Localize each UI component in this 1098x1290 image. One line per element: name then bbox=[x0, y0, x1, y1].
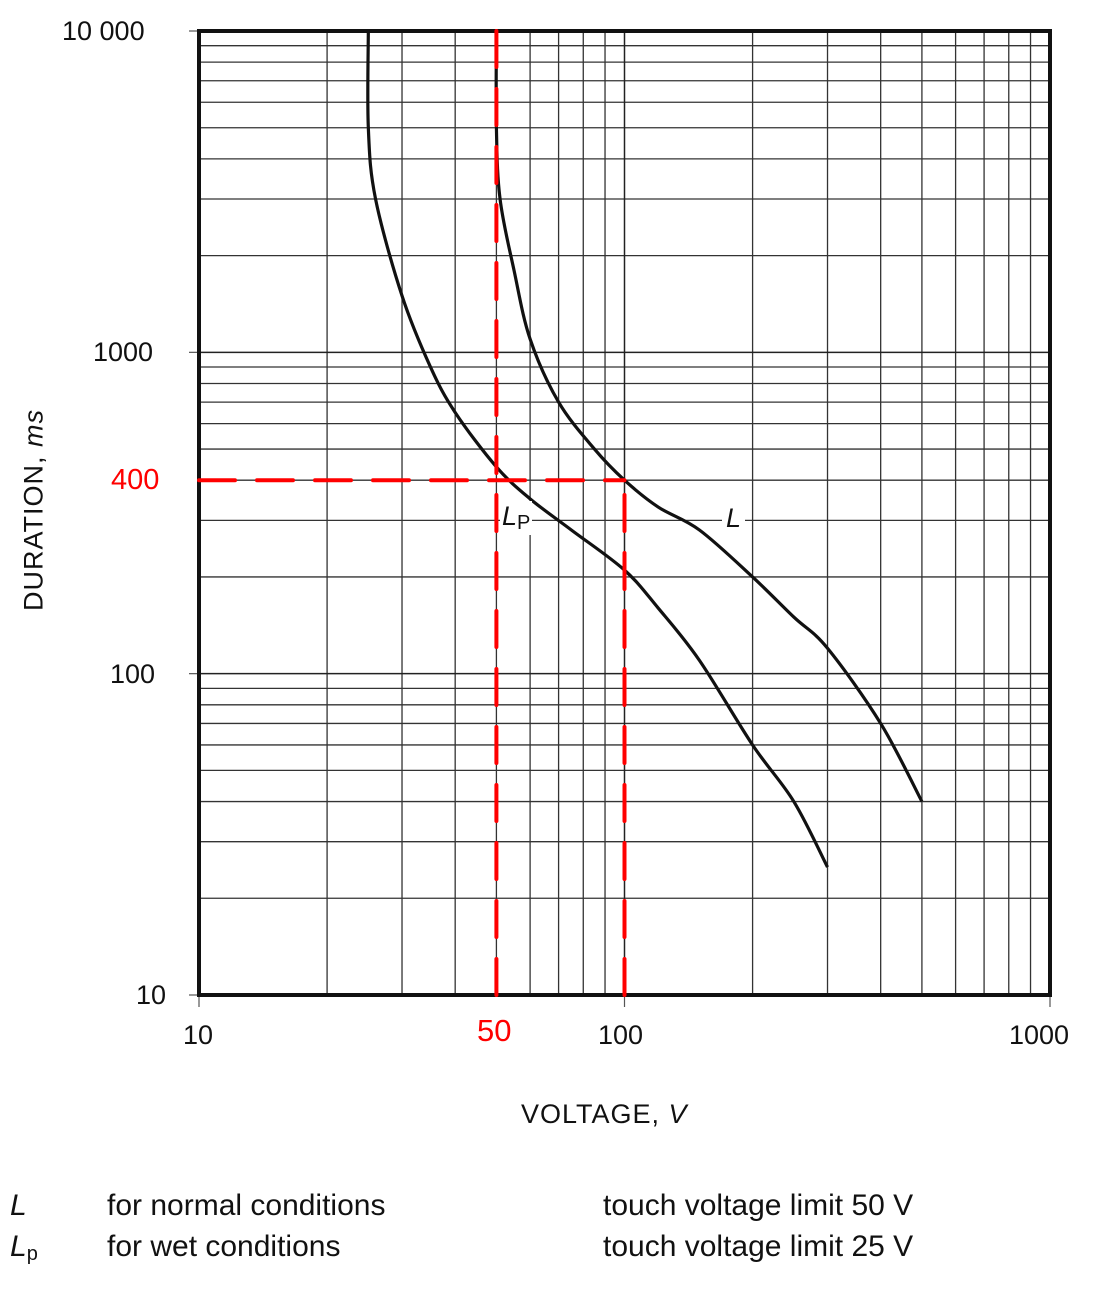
x-tick-10: 10 bbox=[183, 1020, 214, 1050]
legend-text-lp: for wet conditions bbox=[107, 1230, 341, 1263]
y-tick-1000: 1000 bbox=[93, 337, 154, 367]
legend-symbol-lp: Lp bbox=[10, 1230, 38, 1265]
curve-label-l: L bbox=[722, 503, 746, 534]
x-marker-50: 50 bbox=[477, 1013, 512, 1048]
curve-lp bbox=[366, 30, 829, 868]
legend-symbol-l: L bbox=[10, 1189, 27, 1222]
legend-note-lp: touch voltage limit 25 V bbox=[603, 1230, 914, 1263]
curve-label-lp: LP bbox=[500, 501, 533, 535]
y-tick-10: 10 bbox=[136, 980, 167, 1010]
x-tick-100: 100 bbox=[598, 1020, 644, 1050]
legend-note-l: touch voltage limit 50 V bbox=[603, 1189, 914, 1222]
y-tick-10000: 10 000 bbox=[62, 16, 145, 46]
curve-l bbox=[494, 30, 924, 803]
y-axis-label: DURATION, ms bbox=[18, 409, 49, 611]
legend-text-l: for normal conditions bbox=[107, 1189, 386, 1222]
x-axis-label: VOLTAGE, V bbox=[521, 1099, 688, 1129]
y-tick-100: 100 bbox=[110, 659, 156, 689]
y-marker-400: 400 bbox=[111, 464, 160, 496]
x-tick-1000: 1000 bbox=[1009, 1020, 1070, 1050]
